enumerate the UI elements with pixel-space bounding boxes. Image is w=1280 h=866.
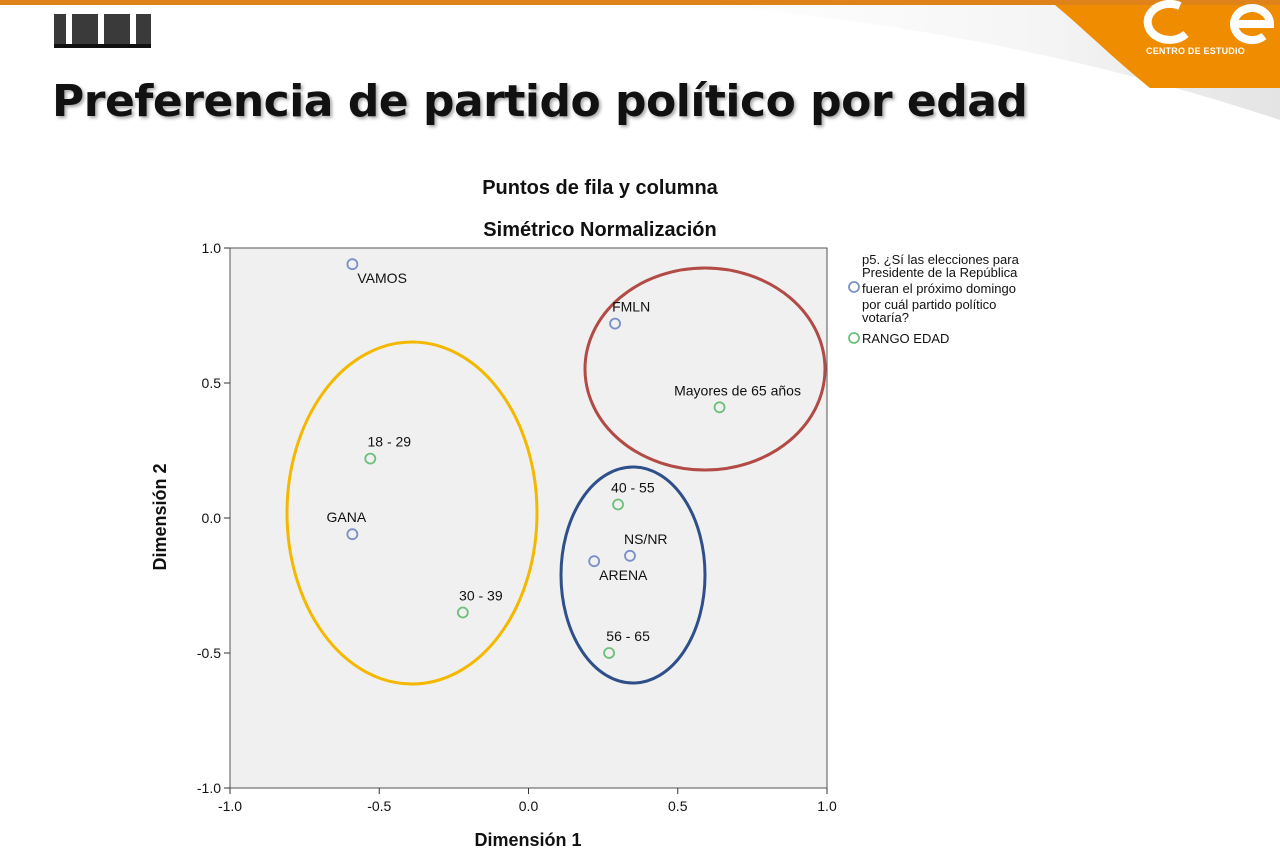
brand-orange-block — [1055, 5, 1280, 88]
legend-label-rows-3: fueran el próximo domingo — [862, 281, 1016, 296]
legend-label-rows-2: Presidente de la República — [862, 265, 1018, 280]
red-cluster-ellipse — [583, 266, 827, 472]
point-marker-party — [624, 549, 636, 562]
legend-label-rows-1: p5. ¿Sí las elecciones para — [862, 252, 1020, 267]
x-tick-label: 1.0 — [817, 798, 837, 814]
legend-label-columns: RANGO EDAD — [862, 331, 949, 346]
point-marker-age — [713, 401, 726, 414]
point-marker-party — [346, 258, 359, 271]
plot-area — [229, 247, 828, 789]
point-label: GANA — [327, 509, 367, 525]
point-marker-age — [612, 498, 624, 511]
chart-title: Puntos de fila y columna — [482, 177, 718, 199]
y-tick-label: 0.5 — [202, 375, 222, 391]
blue-cluster-ellipse — [559, 465, 707, 685]
point-label: 30 - 39 — [459, 588, 503, 604]
building-icon — [54, 10, 151, 48]
point-label: 18 - 29 — [367, 434, 411, 450]
point-label: ARENA — [599, 567, 648, 583]
x-tick-label: -0.5 — [367, 798, 391, 814]
y-tick-label: -1.0 — [197, 780, 221, 796]
x-tick-label: 0.5 — [668, 798, 688, 814]
point-marker-age — [603, 647, 615, 659]
brand-text: CENTRO DE ESTUDIO — [1146, 46, 1245, 56]
legend-label-rows-4: por cuál partido político — [862, 297, 996, 312]
chart-subtitle: Simétrico Normalización — [483, 219, 716, 241]
point-marker-party — [346, 528, 359, 541]
legend-label-rows-5: votaría? — [862, 310, 909, 325]
yellow-cluster-ellipse — [285, 340, 539, 686]
x-tick-label: 0.0 — [519, 798, 539, 814]
ce-logo — [1143, 0, 1275, 45]
top-orange-bar — [0, 0, 1280, 5]
point-label: 40 - 55 — [611, 480, 655, 496]
y-tick-label: 0.0 — [202, 510, 222, 526]
point-label: FMLN — [612, 299, 650, 315]
x-tick-label: -1.0 — [218, 798, 242, 814]
chart-panel: Puntos de fila y columna Simétrico Norma… — [100, 152, 1100, 858]
point-marker-age — [364, 452, 377, 465]
legend-marker-rows — [848, 281, 860, 293]
y-tick-label: -0.5 — [197, 645, 221, 661]
point-label: Mayores de 65 años — [674, 382, 801, 398]
slide-header-decoration — [0, 0, 1280, 120]
point-marker-party — [609, 317, 621, 330]
y-axis-label: Dimensión 2 — [150, 463, 170, 570]
point-label: VAMOS — [357, 270, 407, 286]
x-axis-label: Dimensión 1 — [474, 830, 581, 850]
point-marker-party — [588, 555, 601, 568]
correspondence-chart: Puntos de fila y columna Simétrico Norma… — [150, 177, 1020, 850]
point-marker-age — [456, 606, 469, 619]
legend-marker-columns — [848, 332, 860, 344]
point-label: NS/NR — [624, 531, 668, 547]
point-label: 56 - 65 — [606, 628, 650, 644]
y-tick-label: 1.0 — [202, 240, 222, 256]
page-title: Preferencia de partido político por edad — [52, 76, 1028, 127]
legend: p5. ¿Sí las elecciones para Presidente d… — [848, 252, 1020, 346]
